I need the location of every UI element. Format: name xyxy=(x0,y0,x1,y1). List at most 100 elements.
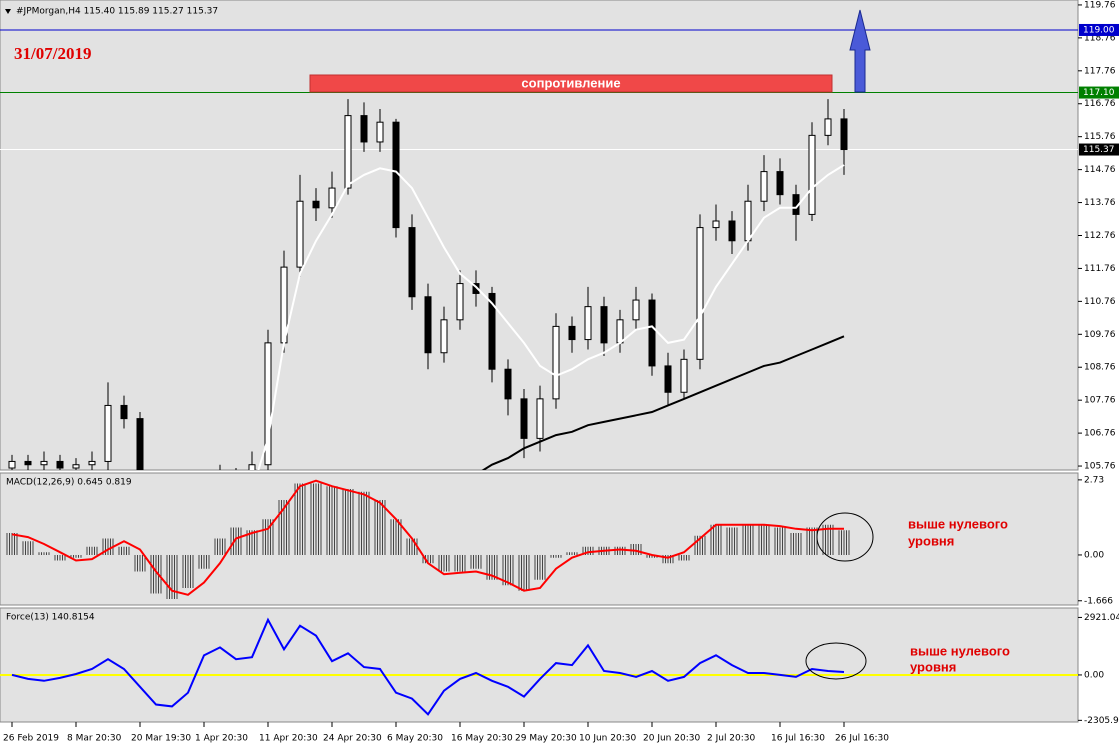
y-tick-label: 112.76 xyxy=(1084,231,1116,241)
x-tick-label: 2 Jul 20:30 xyxy=(707,734,756,744)
level-box xyxy=(1079,86,1119,99)
y-tick-label: 119.76 xyxy=(1084,0,1116,10)
y-tick-label: 2.73 xyxy=(1084,475,1104,485)
macd-circle xyxy=(816,512,874,562)
menu-icon xyxy=(5,9,11,14)
level-label: 119.00 xyxy=(1083,25,1115,35)
candle-body xyxy=(72,464,80,469)
candle-body xyxy=(312,200,320,209)
y-tick-label: 118.76 xyxy=(1084,33,1116,43)
x-tick-label: 20 Jun 20:30 xyxy=(643,734,700,744)
candle-body xyxy=(648,299,656,367)
force-note: уровня xyxy=(910,659,956,674)
y-tick-label: 105.76 xyxy=(1084,462,1116,472)
candle-body xyxy=(824,118,832,136)
candle-body xyxy=(520,398,528,439)
candle-body xyxy=(344,115,352,189)
candle-body xyxy=(136,418,144,470)
candle-body xyxy=(504,368,512,400)
y-tick-label: 108.76 xyxy=(1084,363,1116,373)
candle-body xyxy=(808,134,816,215)
x-tick-label: 11 Apr 20:30 xyxy=(259,734,318,744)
y-tick-label: 0.00 xyxy=(1084,550,1104,560)
candle-body xyxy=(360,115,368,143)
y-tick-label: -2305.92 xyxy=(1084,716,1119,726)
candle-body xyxy=(424,296,432,354)
x-tick-label: 10 Jun 20:30 xyxy=(579,734,636,744)
y-tick-label: 107.76 xyxy=(1084,396,1116,406)
panel-plot xyxy=(6,479,850,599)
candle-body xyxy=(488,292,496,370)
y-tick-label: 0.00 xyxy=(1084,670,1104,680)
candle-body xyxy=(456,283,464,321)
x-tick-label: 29 May 20:30 xyxy=(515,734,577,744)
x-tick-label: 24 Apr 20:30 xyxy=(323,734,382,744)
level-box xyxy=(1079,23,1119,36)
y-tick-label: 106.76 xyxy=(1084,429,1116,439)
candle-body xyxy=(24,460,32,466)
y-tick-label: 113.76 xyxy=(1084,198,1116,208)
candle-body xyxy=(88,460,96,466)
y-tick-label: -1.666 xyxy=(1084,596,1113,606)
candle-body xyxy=(552,325,560,400)
up-arrow xyxy=(849,9,871,93)
force-note: выше нулевого xyxy=(910,643,1010,658)
candle-body xyxy=(744,200,752,242)
series-line xyxy=(481,335,845,470)
date-label: 31/07/2019 xyxy=(14,44,91,63)
panel-plot xyxy=(0,617,1078,716)
force-panel xyxy=(0,607,1079,723)
x-tick-label: 6 May 20:30 xyxy=(387,734,443,744)
y-tick-label: 110.76 xyxy=(1084,297,1116,307)
y-tick-label: 114.76 xyxy=(1084,165,1116,175)
y-tick-label: 115.76 xyxy=(1084,132,1116,142)
candle-body xyxy=(56,460,64,469)
x-tick-label: 26 Feb 2019 xyxy=(3,734,59,744)
force-circle xyxy=(805,642,867,680)
candle-body xyxy=(664,365,672,393)
x-tick-label: 26 Jul 16:30 xyxy=(835,734,889,744)
candle-body xyxy=(376,121,384,143)
level-label: 115.37 xyxy=(1083,145,1115,155)
macd-title: MACD(12,26,9) 0.645 0.819 xyxy=(6,478,132,488)
candle-body xyxy=(760,171,768,202)
candle-body xyxy=(440,319,448,354)
candle-body xyxy=(840,118,848,151)
candle-body xyxy=(296,200,304,268)
candle-body xyxy=(408,227,416,298)
macd-panel xyxy=(0,472,1079,606)
resistance-label: сопротивление xyxy=(521,75,620,90)
candle-body xyxy=(728,220,736,242)
candle-body xyxy=(328,187,336,209)
candle-body xyxy=(264,342,272,466)
candle-body xyxy=(712,220,720,229)
candle-body xyxy=(776,171,784,196)
x-tick-label: 8 Mar 20:30 xyxy=(67,734,122,744)
candle-body xyxy=(568,325,576,341)
x-tick-label: 16 Jul 16:30 xyxy=(771,734,825,744)
candle-body xyxy=(600,306,608,344)
candle-body xyxy=(680,358,688,393)
series-line xyxy=(11,479,844,596)
candle-body xyxy=(40,460,48,466)
series-line xyxy=(257,164,845,470)
y-tick-label: 117.76 xyxy=(1084,66,1116,76)
y-tick-label: 111.76 xyxy=(1084,264,1116,274)
macd-note: уровня xyxy=(908,533,954,548)
chart-title: #JPMorgan,H4 115.40 115.89 115.27 115.37 xyxy=(16,7,218,17)
y-tick-label: 116.76 xyxy=(1084,99,1116,109)
level-box xyxy=(1079,143,1119,156)
candle-body xyxy=(104,404,112,462)
candle-body xyxy=(8,460,16,469)
panel-plot xyxy=(0,29,1078,470)
candle-body xyxy=(616,319,624,344)
candle-body xyxy=(472,283,480,294)
candle-body xyxy=(536,398,544,439)
x-tick-label: 16 May 20:30 xyxy=(451,734,513,744)
y-tick-label: 109.76 xyxy=(1084,330,1116,340)
series-line xyxy=(11,617,845,716)
candle-body xyxy=(248,464,256,470)
force-title: Force(13) 140.8154 xyxy=(6,613,95,623)
